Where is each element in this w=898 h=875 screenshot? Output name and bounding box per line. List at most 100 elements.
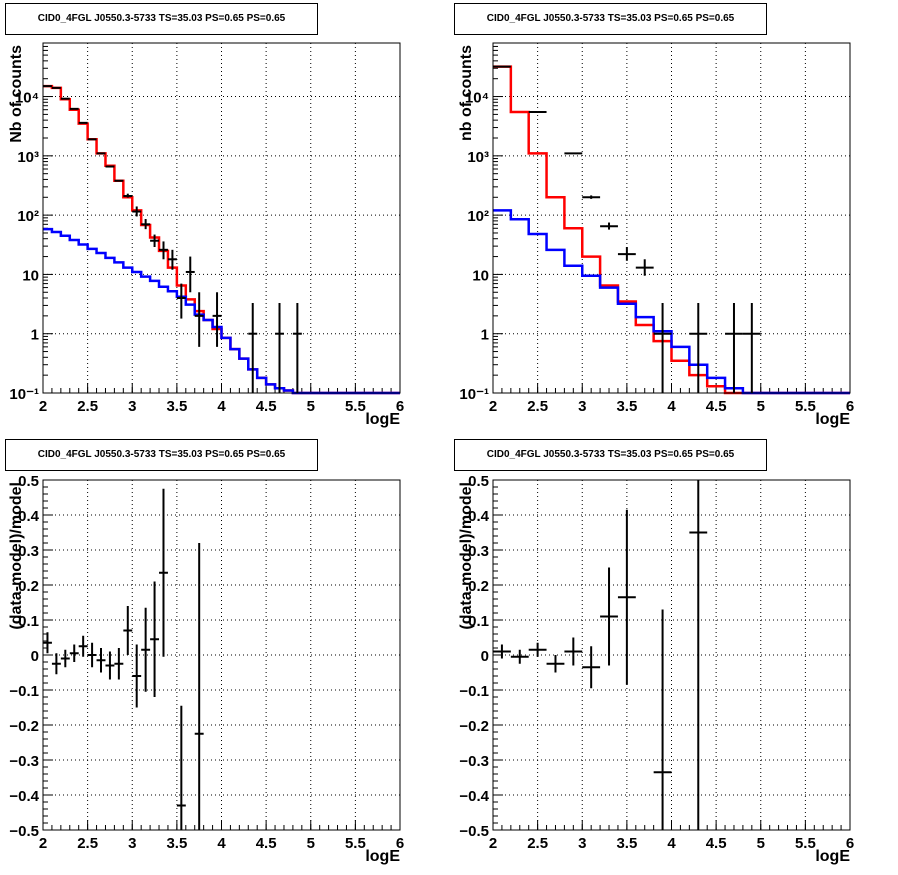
data-point [617,247,636,261]
y-tick-label: 10⁻¹ [9,386,39,403]
x-tick-label: 3.5 [166,835,187,852]
y-tick-label: 10 [472,267,489,284]
y-tick-label: 0.1 [468,613,489,630]
y-tick-label: 0.2 [468,578,489,595]
x-tick-label: 3.5 [616,398,637,415]
data-point [78,635,88,657]
data-point [132,206,142,217]
x-tick-label: 4.5 [256,398,277,415]
chart-pad-1: 2 2.5 3 3.5 4 4.5 5 5.5 6 10⁻¹ 1 10 10² 10³ 10⁴ logE Nb … [8,42,404,428]
x-axis-title: logE [365,411,400,428]
data-point [689,480,708,830]
y-tick-label: 10² [17,208,39,225]
data-point [689,302,708,393]
pad-4-title: CID0_4FGL J0550.3-5733 TS=35.03 PS=0.65 … [454,439,767,471]
y-tick-label: 0 [481,648,489,665]
data-point [60,649,70,668]
y-tick-label: 0.3 [18,543,39,560]
chart-pad-3: 2 2.5 3 3.5 4 4.5 5 5.5 6 −0.5 −0.4 −0.3 −0.2 −0.1 0 0.… [8,473,404,865]
x-tick-label: 4.5 [256,835,277,852]
y-tick-label: 0.1 [18,613,39,630]
y-tick-label: −0.4 [9,788,39,805]
data-point [725,302,743,393]
x-tick-label: 4.5 [706,398,727,415]
y-tick-label: −0.2 [9,718,39,735]
y-tick-label: 10⁴ [15,90,39,107]
plot-frame [42,42,401,394]
data-point [194,543,204,830]
x-tick-label: 6 [396,835,404,852]
x-tick-label: 2 [39,835,47,852]
data-point [742,302,761,393]
data-point [275,302,284,393]
x-tick-label: 3.5 [166,398,187,415]
data-point [600,567,618,666]
pad-2-title: CID0_4FGL J0550.3-5733 TS=35.03 PS=0.65 … [454,3,767,35]
data-point [176,283,186,319]
data-point [582,646,601,689]
y-axis-title: Nb of counts [8,45,25,143]
y-axis-title: (data-model)/model [458,482,475,630]
x-tick-label: 4 [667,398,676,415]
x-tick-label: 2 [39,398,47,415]
x-tick-label: 5.5 [795,398,816,415]
y-tick-label: 1 [31,327,39,344]
y-tick-label: 0.2 [18,578,39,595]
y-tick-label: 10 [22,267,39,284]
data-point [653,302,672,393]
y-tick-label: 1 [481,327,489,344]
x-tick-label: 5 [757,398,765,415]
y-tick-label: −0.1 [9,683,39,700]
data-point [159,488,168,657]
x-tick-label: 2.5 [527,835,548,852]
y-tick-label: −0.4 [459,788,489,805]
x-tick-label: 6 [846,398,854,415]
data-point [653,609,672,830]
x-tick-label: 5 [307,398,315,415]
x-tick-label: 3.5 [616,835,637,852]
histogram-source-model [493,209,850,395]
data-point [546,655,565,673]
x-tick-label: 3 [578,835,586,852]
pad-1-title: CID0_4FGL J0550.3-5733 TS=35.03 PS=0.65 … [5,3,318,35]
y-tick-label: 10³ [467,149,489,166]
data-point [123,606,133,655]
y-tick-label: −0.3 [9,753,39,770]
data-point [96,648,106,673]
x-axis-title: logE [815,848,850,865]
x-tick-label: 5 [307,835,315,852]
data-point [159,241,168,260]
chart-pad-2: 2 2.5 3 3.5 4 4.5 5 5.5 6 10⁻¹ 1 10 10² 10³ 10⁴ logE nb … [458,42,854,428]
plot-frame [492,42,851,394]
x-tick-label: 4.5 [706,835,727,852]
data-point [564,637,583,666]
data-point [194,292,204,347]
x-tick-label: 4 [667,835,676,852]
y-tick-label: 0 [31,648,39,665]
data-point [105,651,115,680]
y-tick-label: 0.4 [468,508,490,525]
plot-frame [492,479,851,831]
x-tick-label: 4 [217,835,226,852]
data-point [167,249,177,270]
data-point [114,648,124,680]
data-point [528,642,547,657]
data-point [51,653,61,675]
x-axis-title: logE [365,848,400,865]
x-tick-label: 3 [128,398,136,415]
y-tick-label: 0.3 [468,543,489,560]
chart-pad-4: 2 2.5 3 3.5 4 4.5 5 5.5 6 −0.5 −0.4 −0.3 −0.2 −0.1 0 0.… [458,473,854,865]
y-axis-title: (data-model)/model [8,482,25,630]
y-tick-label: 0.4 [18,508,40,525]
pad-3-title: CID0_4FGL J0550.3-5733 TS=35.03 PS=0.65 … [5,439,318,471]
x-tick-label: 5.5 [345,398,366,415]
data-point [150,234,160,248]
x-tick-label: 6 [396,398,404,415]
y-tick-label: 0.5 [18,473,39,490]
data-point [43,632,52,654]
x-tick-label: 2.5 [77,835,98,852]
x-tick-label: 2.5 [527,398,548,415]
x-axis-title: logE [815,411,850,428]
data-point [600,222,618,230]
data-point [292,302,302,393]
